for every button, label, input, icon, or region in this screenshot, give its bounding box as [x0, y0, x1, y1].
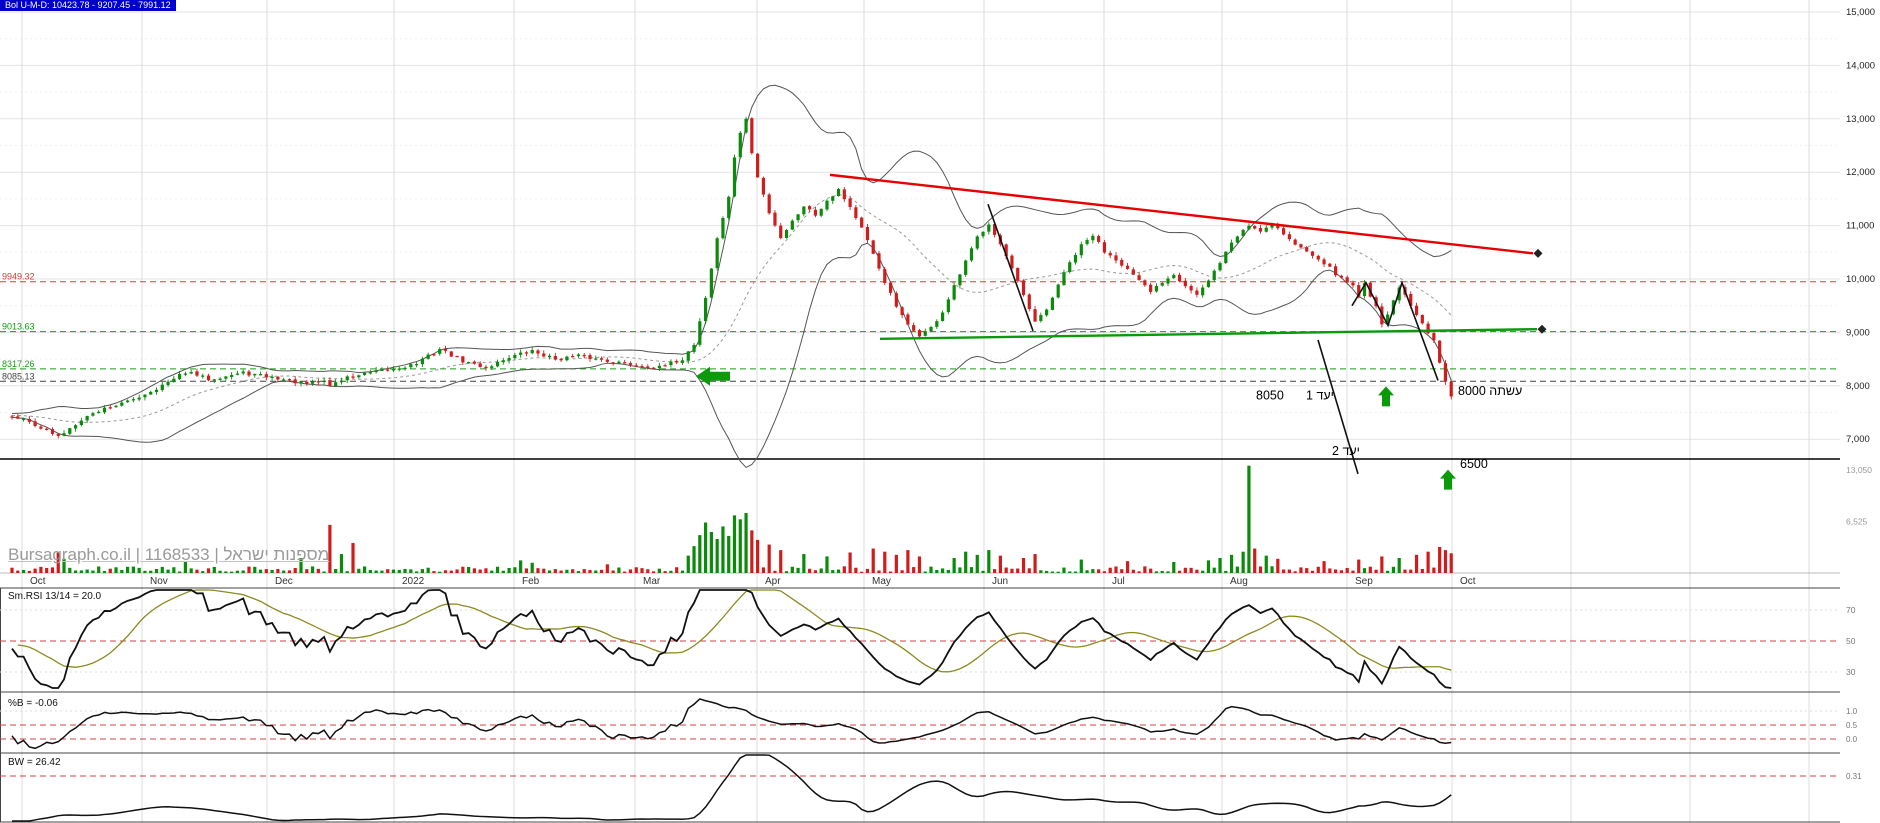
text-annotations: 8050 1 יעד 8000 עשתה 2 יעד 6500 [1256, 384, 1522, 471]
svg-text:9,000: 9,000 [1846, 327, 1870, 338]
left-arrow-icon [696, 366, 730, 386]
svg-text:Dec: Dec [275, 576, 293, 587]
svg-text:13,000: 13,000 [1846, 114, 1875, 125]
month-axis: Oct Nov Dec 2022 Feb Mar Apr May Jun Jul Aug Sep Oct [30, 576, 1476, 587]
trendline-annotations [829, 173, 1547, 475]
svg-text:8050: 8050 [1256, 388, 1284, 402]
arrow-annotations [696, 366, 1456, 490]
pctb-pane [0, 698, 1840, 750]
svg-text:Aug: Aug [1230, 576, 1248, 587]
svg-text:6500: 6500 [1460, 457, 1488, 471]
svg-text:1 יעד: 1 יעד [1306, 388, 1334, 402]
svg-text:8317.26: 8317.26 [2, 359, 35, 369]
svg-text:1.0: 1.0 [1846, 707, 1858, 716]
svg-text:Apr: Apr [765, 576, 781, 587]
svg-text:May: May [872, 576, 891, 587]
svg-text:Feb: Feb [522, 576, 540, 587]
pctb-pane-label: %B = -0.06 [8, 698, 58, 709]
bw-pane [0, 754, 1840, 822]
bw-pane-label: BW = 26.42 [8, 757, 61, 768]
svg-text:12,000: 12,000 [1846, 167, 1875, 178]
svg-text:Sep: Sep [1355, 576, 1373, 587]
svg-text:6,525: 6,525 [1846, 517, 1868, 527]
svg-text:0.0: 0.0 [1846, 735, 1858, 744]
svg-text:8000 עשתה: 8000 עשתה [1458, 384, 1522, 398]
candlestick-series [10, 116, 1453, 439]
svg-text:0.5: 0.5 [1846, 721, 1858, 730]
rsi-pane-label: Sm.RSI 13/14 = 20.0 [8, 591, 102, 602]
svg-text:Jun: Jun [992, 576, 1008, 587]
svg-text:Oct: Oct [1460, 576, 1476, 587]
svg-text:Oct: Oct [30, 576, 46, 587]
svg-text:Jul: Jul [1112, 576, 1125, 587]
svg-text:50: 50 [1846, 636, 1856, 646]
rsi-pane [0, 589, 1840, 689]
axis-labels: 15,000 14,000 13,000 12,000 11,000 10,000 9,00… [1846, 7, 1875, 781]
svg-text:13,050: 13,050 [1846, 465, 1872, 475]
svg-text:15,000: 15,000 [1846, 7, 1875, 18]
svg-text:8085.13: 8085.13 [2, 371, 35, 381]
svg-text:30: 30 [1846, 667, 1856, 677]
svg-text:10,000: 10,000 [1846, 274, 1875, 285]
svg-text:2 יעד: 2 יעד [1332, 444, 1360, 458]
watermark: Bursagraph.co.il | 1168533 | מספנות ישרא… [8, 545, 330, 564]
svg-text:14,000: 14,000 [1846, 60, 1875, 71]
svg-text:9013.63: 9013.63 [2, 322, 35, 332]
bollinger-bands [11, 84, 1452, 469]
volume-bars [10, 465, 1453, 573]
svg-text:0.31: 0.31 [1846, 772, 1862, 781]
svg-text:7,000: 7,000 [1846, 434, 1870, 445]
pane-separators [0, 458, 1840, 823]
bollinger-values-label: Bol U-M-D: 10423.78 - 9207.45 - 7991.12 [0, 0, 176, 11]
svg-text:9949.32: 9949.32 [2, 272, 35, 282]
price-levels: 9949.32 9013.63 8317.26 8085.13 [0, 272, 1840, 382]
up-arrow-icon [1378, 386, 1394, 407]
svg-text:11,000: 11,000 [1846, 221, 1874, 232]
svg-text:2022: 2022 [402, 576, 425, 587]
svg-text:Mar: Mar [643, 576, 661, 587]
grid [0, 0, 1840, 823]
svg-text:Nov: Nov [150, 576, 168, 587]
svg-text:70: 70 [1846, 605, 1856, 615]
svg-text:8,000: 8,000 [1846, 381, 1870, 392]
up-arrow-icon [1440, 469, 1456, 490]
